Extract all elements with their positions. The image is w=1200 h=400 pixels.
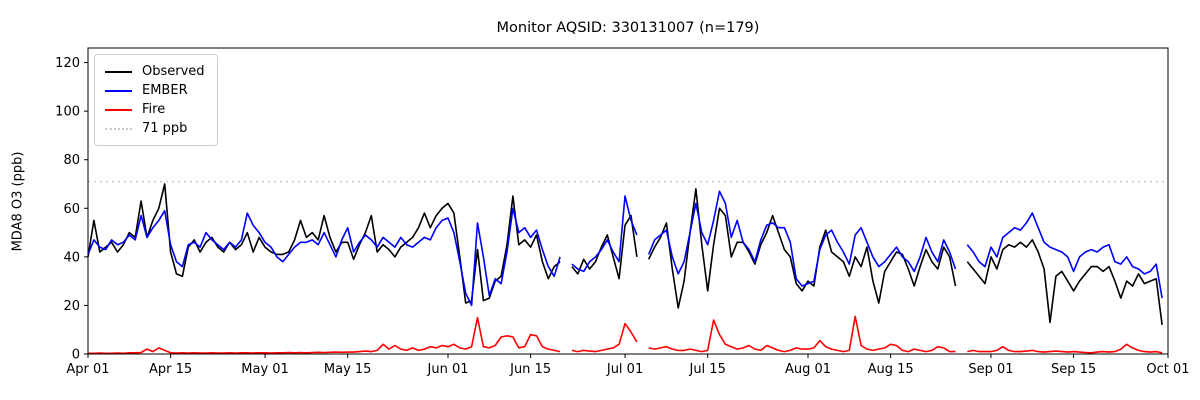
x-tick-label: Aug 01 [785, 362, 831, 377]
y-tick-label: 40 [63, 250, 80, 265]
legend-line-sample [105, 127, 132, 130]
x-tick-label: Apr 15 [149, 362, 192, 377]
series-line-ember [87, 190, 1163, 307]
legend: Observed EMBER Fire 71 ppb [94, 54, 218, 146]
legend-item-71-ppb: 71 ppb [105, 119, 205, 138]
x-tick-label: Aug 15 [868, 362, 914, 377]
y-tick-label: 120 [55, 56, 80, 71]
x-tick-label: Apr 01 [66, 362, 109, 377]
y-tick-label: 100 [55, 105, 80, 120]
chart-title: Monitor AQSID: 330131007 (n=179) [496, 20, 760, 36]
x-tick-label: Jun 15 [509, 362, 551, 377]
x-tick-label: Sep 15 [1051, 362, 1096, 377]
x-tick-label: May 01 [241, 362, 289, 377]
legend-item-ember: EMBER [105, 81, 205, 100]
axes-spines [87, 47, 1169, 355]
y-tick-label: 0 [72, 348, 80, 363]
series-line-observed [87, 183, 1163, 326]
legend-line-sample [105, 108, 132, 111]
legend-line-sample [105, 89, 132, 92]
x-tick-label: May 15 [324, 362, 372, 377]
y-tick-label: 60 [63, 202, 80, 217]
y-tick-label: 20 [63, 299, 80, 314]
legend-label: Observed [142, 64, 205, 79]
legend-label: 71 ppb [142, 121, 188, 136]
x-tick-label: Sep 01 [968, 362, 1013, 377]
legend-item-fire: Fire [105, 100, 205, 119]
x-tick-label: Jul 15 [688, 362, 725, 377]
legend-line-sample [105, 70, 132, 73]
series-line-fire [88, 315, 1163, 355]
legend-label: Fire [142, 102, 166, 117]
x-tick-label: Oct 01 [1146, 362, 1189, 377]
y-tick-label: 80 [63, 153, 80, 168]
x-tick-label: Jul 01 [606, 362, 643, 377]
legend-item-observed: Observed [105, 62, 205, 81]
legend-label: EMBER [142, 83, 188, 98]
x-tick-label: Jun 01 [427, 362, 469, 377]
